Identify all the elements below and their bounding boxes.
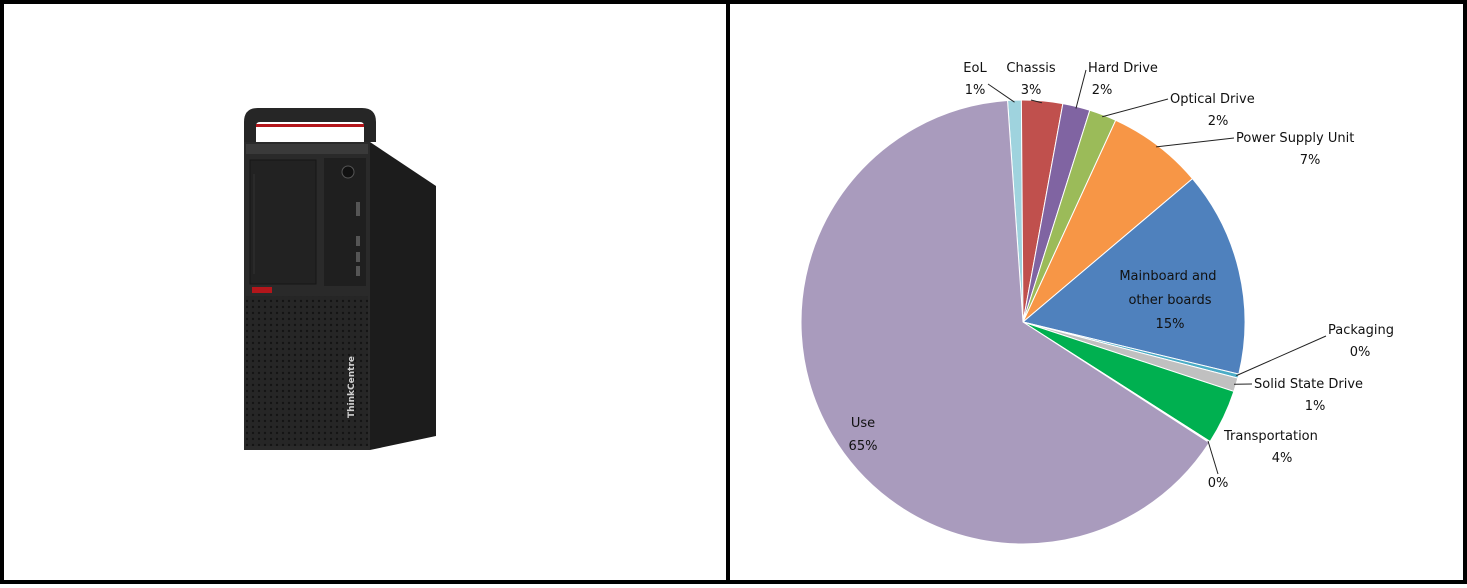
label-use-name: Use [851,416,875,431]
label-ssd-name: Solid State Drive [1254,377,1363,392]
handle-accent [256,124,364,127]
leader-line [1102,98,1169,118]
label-transportation-name: Transportation [1223,429,1318,444]
pie-chart: EoL 1% Chassis 3% Hard Drive 2% Optical … [800,61,1394,545]
label-use-pct: 65% [849,439,878,454]
label-optical-drive-pct: 2% [1208,114,1229,129]
leader-line [1030,99,1043,104]
leader-line [1156,137,1235,148]
front-accent [252,287,272,293]
label-ssd-pct: 1% [1305,399,1326,414]
label-hard-drive-name: Hard Drive [1088,61,1158,76]
pie-slice-mainboard-and-other-boards [1021,177,1246,375]
label-psu-pct: 7% [1300,153,1321,168]
label-packaging-pct: 0% [1350,345,1371,360]
usb-port [356,252,360,262]
pie-slice-use [800,100,1211,545]
label-transportation-pct: 4% [1272,451,1293,466]
usb-port [356,202,360,216]
label-hard-drive-pct: 2% [1092,83,1113,98]
label-chassis-pct: 3% [1021,83,1042,98]
top-vent [246,144,368,154]
brand-logo-text: ThinkCentre [347,356,357,418]
product-image-panel: ThinkCentre [0,0,730,584]
label-packaging-name: Packaging [1328,323,1394,338]
desktop-tower-image: ThinkCentre [244,108,436,450]
label-eol-pct: 1% [965,83,986,98]
usb-port [356,266,360,276]
io-panel [324,158,366,286]
power-button [341,165,355,179]
leader-line [1236,335,1327,377]
label-eol-name: EoL [963,61,987,76]
leader-line [1207,440,1219,475]
drive-bay [249,159,317,285]
usb-port [356,236,360,246]
front-grille [246,296,368,446]
chart-panel: EoL 1% Chassis 3% Hard Drive 2% Optical … [726,0,1467,584]
tower-handle [244,108,376,142]
leader-line [1075,69,1087,109]
tower-side-face [370,142,436,450]
label-unnamed-pct: 0% [1208,476,1229,491]
leader-line [987,83,1015,103]
label-mainboard-name: Mainboard and [1119,269,1216,284]
label-psu-name: Power Supply Unit [1236,131,1354,146]
label-mainboard-name-line2: other boards [1128,293,1211,308]
label-chassis-name: Chassis [1006,61,1055,76]
label-optical-drive-name: Optical Drive [1170,92,1255,107]
label-mainboard-pct: 15% [1156,317,1185,332]
label-mainboard-line1: Mainboard and other boards [1119,269,1220,308]
